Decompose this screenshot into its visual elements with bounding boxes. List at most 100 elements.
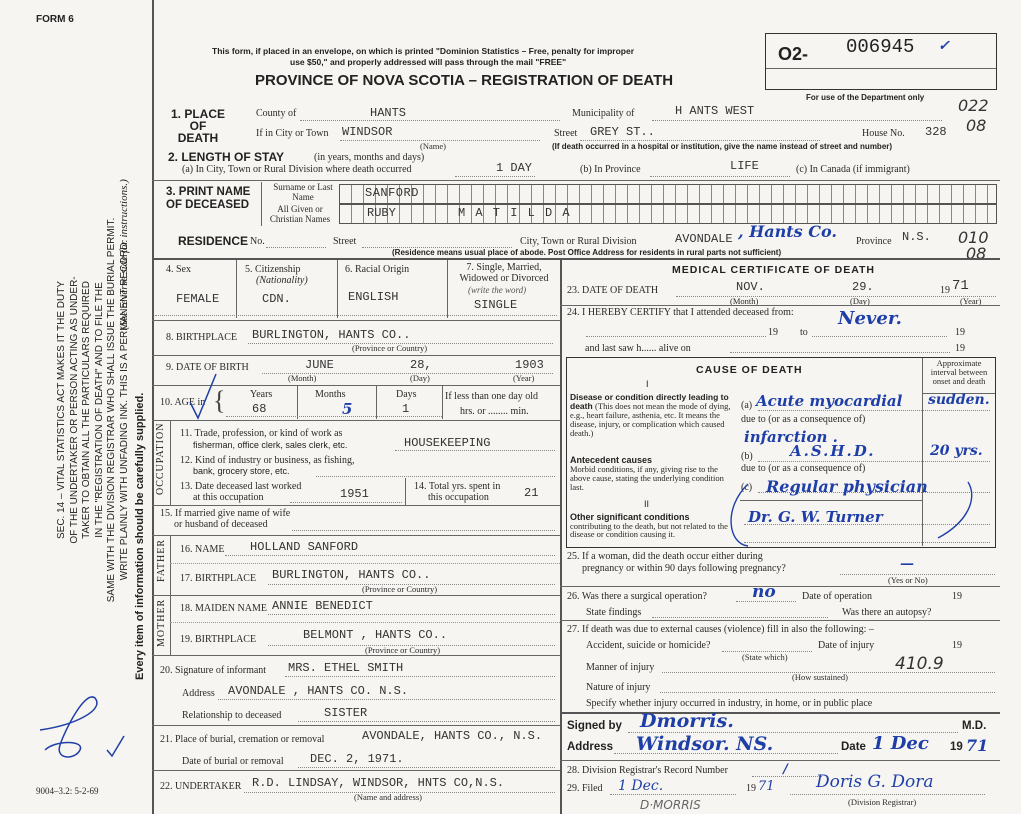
marital-note: (write the word) xyxy=(468,285,527,295)
name-note: (Name) xyxy=(420,141,446,151)
dept-code: 08 xyxy=(966,116,987,135)
cause-of-death-box xyxy=(566,357,996,548)
middle-name-value: M A T I L D A xyxy=(458,206,572,220)
maiden-name-value: ANNIE BENEDICT xyxy=(272,599,373,613)
dept-code: 010 xyxy=(958,228,989,247)
mother-birthplace-value: BELMONT , HANTS CO.. xyxy=(303,628,448,642)
surname-boxes xyxy=(339,184,997,204)
sex-value: FEMALE xyxy=(176,292,220,306)
surname-value: SANFORD xyxy=(365,186,419,200)
operation-date-label: Date of operation xyxy=(802,591,872,602)
undertaker-label: 22. UNDERTAKER xyxy=(160,781,242,792)
informant-label: 20. Signature of informant xyxy=(160,665,267,676)
cause-c-value: Regular physician xyxy=(766,477,928,496)
q11b-label: fisherman, office clerk, sales clerk, et… xyxy=(193,440,348,450)
q13b-label: at this occupation xyxy=(193,492,264,503)
municipality-value: H ANTS WEST xyxy=(675,104,755,118)
pencil-note: D·MORRIS xyxy=(640,798,701,812)
every-item-note: Every item of information should be care… xyxy=(134,392,146,680)
province-label: Province xyxy=(856,236,892,247)
cause-a-continued: infarction . xyxy=(744,428,838,446)
citizenship-note: (Nationality) xyxy=(256,275,308,286)
burial-place-label: 21. Place of burial, cremation or remova… xyxy=(160,734,325,745)
hospital-note: (If death occurred in a hospital or inst… xyxy=(552,142,893,151)
stay-b-value: LIFE xyxy=(730,159,759,173)
birthplace-value: BURLINGTON, HANTS CO.. xyxy=(252,328,411,342)
undertaker-value: R.D. LINDSAY, WINDSOR, HNTS CO,N.S. xyxy=(252,776,505,790)
print-code: 9004–3.2: 5-2-69 xyxy=(36,786,99,796)
mother-side-label: MOTHER xyxy=(156,598,167,647)
direct-cause-label: Disease or condition directly leading to… xyxy=(570,393,734,438)
specify-label: Specify whether injury occurred in indus… xyxy=(586,698,873,709)
father-side-label: FATHER xyxy=(156,538,167,582)
injury-date-label: Date of injury xyxy=(818,640,875,651)
burial-date-value: DEC. 2, 1971. xyxy=(310,752,404,766)
medical-certificate-title: MEDICAL CERTIFICATE OF DEATH xyxy=(672,264,875,276)
cause-b-interval: 20 yrs. xyxy=(930,443,983,459)
occupation-value: HOUSEKEEPING xyxy=(404,436,491,450)
nature-label: Nature of injury xyxy=(586,682,651,693)
due-to-label: due to (or as a consequence of) xyxy=(741,414,866,425)
statute-line: SAME WITH THE DIVISION REGISTRAR WHO SHA… xyxy=(106,217,117,603)
given-names-label: All Given or Christian Names xyxy=(269,204,331,224)
dob-day: 28, xyxy=(410,358,432,372)
year-prefix: 19 xyxy=(746,783,756,794)
antecedent-note: Morbid conditions, if any, giving rise t… xyxy=(570,464,724,492)
length-of-stay-label: 2. LENGTH OF STAY xyxy=(168,150,285,164)
cause-a-mark: (a) xyxy=(741,400,753,411)
residence-city-label: City, Town or Rural Division xyxy=(520,236,637,247)
burial-date-label: Date of burial or removal xyxy=(182,756,284,767)
other-conditions-note: contributing to the death, but not relat… xyxy=(570,521,728,539)
marital-label: 7. Single, Married, Widowed or Divorced xyxy=(459,262,549,284)
attended-value: Never. xyxy=(838,308,902,329)
dod-year: 71 xyxy=(952,278,969,294)
dod-label: 23. DATE OF DEATH xyxy=(567,285,659,296)
signature-address-label: Address xyxy=(567,741,614,753)
maiden-name-label: 18. MAIDEN NAME xyxy=(180,603,267,614)
informant-address-label: Address xyxy=(182,688,215,699)
stay-c-label: (c) In Canada (if immigrant) xyxy=(796,164,910,175)
cause-b-value: A.S.H.D. xyxy=(790,442,876,460)
racial-origin-value: ENGLISH xyxy=(348,290,399,304)
check-icon: ✓ xyxy=(938,38,950,54)
q12-label: 12. Kind of industry or business, as fis… xyxy=(180,455,355,466)
year-prefix: 19 xyxy=(768,327,778,338)
residence-street-label: Street xyxy=(333,236,357,247)
father-birthplace-label: 17. BIRTHPLACE xyxy=(180,573,257,584)
citizenship-label: 5. Citizenship xyxy=(245,264,301,275)
length-of-stay-note: (in years, months and days) xyxy=(314,152,425,163)
surname-label: Surname or Last Name xyxy=(273,182,333,202)
state-which-note: (State which) xyxy=(742,652,788,662)
q11-label: 11. Trade, profession, or kind of work a… xyxy=(180,428,343,439)
antecedent-heading: Antecedent causes xyxy=(570,455,653,465)
years-in-occupation-value: 21 xyxy=(524,486,539,500)
street-value: GREY ST.. xyxy=(590,125,655,139)
mail-notice-2: use $50," and properly addressed will pa… xyxy=(290,57,567,67)
relationship-value: SISTER xyxy=(324,706,368,720)
year-prefix: 19 xyxy=(952,591,962,602)
province-note: (Province or Country) xyxy=(352,343,428,353)
father-name-value: HOLLAND SANFORD xyxy=(250,540,359,554)
q25-label: 25. If a woman, did the death occur eith… xyxy=(567,551,763,562)
record-number-label: 28. Division Registrar's Record Number xyxy=(567,765,728,776)
occupation-side-label: OCCUPATION xyxy=(155,422,166,495)
cause-of-death-title: CAUSE OF DEATH xyxy=(696,364,803,376)
registrar-signature: Doris G. Dora xyxy=(816,772,934,792)
stay-a-label: (a) In City, Town or Rural Division wher… xyxy=(182,164,412,175)
findings-label: State findings xyxy=(586,607,642,618)
record-number-value: / xyxy=(783,762,788,777)
relationship-label: Relationship to deceased xyxy=(182,710,282,721)
due-to-label: due to (or as a consequence of) xyxy=(741,463,866,474)
year-prefix: 19 xyxy=(952,640,962,651)
registration-number-box: O2- 006945 ✓ xyxy=(765,33,997,90)
burial-place-value: AVONDALE, HANTS CO., N.S. xyxy=(362,729,543,743)
stay-a-value: 1 DAY xyxy=(496,161,533,175)
house-value: 328 xyxy=(925,125,947,139)
filed-label: 29. Filed xyxy=(567,783,603,794)
less-than-day-label: If less than one day old xyxy=(445,391,539,402)
filed-year-value: 71 xyxy=(758,779,775,794)
mail-notice-1: This form, if placed in an envelope, on … xyxy=(212,46,635,56)
birthplace-label: 8. BIRTHPLACE xyxy=(166,332,238,343)
last-worked-value: 1951 xyxy=(340,487,369,501)
other-conditions-value: Dr. G. W. Turner xyxy=(748,508,883,526)
